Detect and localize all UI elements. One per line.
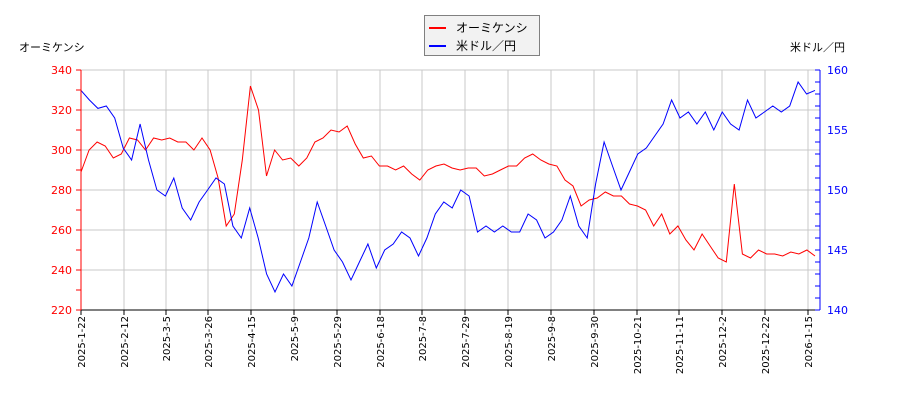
left-axis-title: オーミケンシ (19, 41, 85, 54)
legend-label-usdjpy: 米ドル／円 (456, 39, 517, 53)
series-line-usdjpy (80, 80, 816, 294)
left-tick-label: 340 (51, 64, 72, 77)
x-tick-label: 2025-12-2 (718, 316, 729, 368)
x-tick-label: 2025-9-30 (590, 316, 601, 368)
x-tick-label: 2025-9-8 (547, 316, 558, 361)
x-tick-label: 2025-7-8 (418, 316, 429, 361)
x-tick-label: 2025-4-15 (247, 316, 258, 368)
legend-item-stock: オーミケンシ (429, 19, 528, 36)
right-tick-label: 155 (827, 124, 848, 137)
x-tick-label: 2025-11-11 (675, 316, 686, 374)
x-tick-label: 2025-5-9 (290, 316, 301, 361)
right-tick-label: 160 (827, 64, 848, 77)
legend-label-stock: オーミケンシ (456, 21, 528, 35)
right-tick-label: 145 (827, 244, 848, 257)
x-tick-label: 2025-3-26 (204, 316, 215, 368)
left-tick-label: 240 (51, 264, 72, 277)
left-tick-label: 300 (51, 144, 72, 157)
legend-item-usdjpy: 米ドル／円 (429, 37, 516, 54)
x-tick-label: 2025-10-21 (633, 316, 644, 374)
left-tick-label: 320 (51, 104, 72, 117)
x-tick-label: 2026-1-15 (804, 316, 815, 368)
left-tick-label: 280 (51, 184, 72, 197)
series-line-stock (80, 85, 816, 263)
right-axis-title: 米ドル／円 (790, 41, 845, 54)
x-tick-label: 2025-2-12 (120, 316, 131, 368)
x-tick-label: 2025-6-18 (376, 316, 387, 368)
x-tick-label: 2025-7-29 (461, 316, 472, 368)
x-tick-label: 2025-12-22 (761, 316, 772, 374)
legend: オーミケンシ 米ドル／円 (424, 15, 540, 56)
x-tick-label: 2025-3-5 (162, 316, 173, 361)
left-tick-label: 220 (51, 304, 72, 317)
x-tick-label: 2025-5-29 (333, 316, 344, 368)
left-tick-label: 260 (51, 224, 72, 237)
right-tick-label: 140 (827, 304, 848, 317)
legend-swatch-blue (429, 44, 446, 47)
right-tick-label: 150 (827, 184, 848, 197)
x-tick-label: 2025-1-22 (77, 316, 88, 368)
x-tick-label: 2025-8-19 (504, 316, 515, 368)
legend-swatch-red (429, 26, 446, 29)
